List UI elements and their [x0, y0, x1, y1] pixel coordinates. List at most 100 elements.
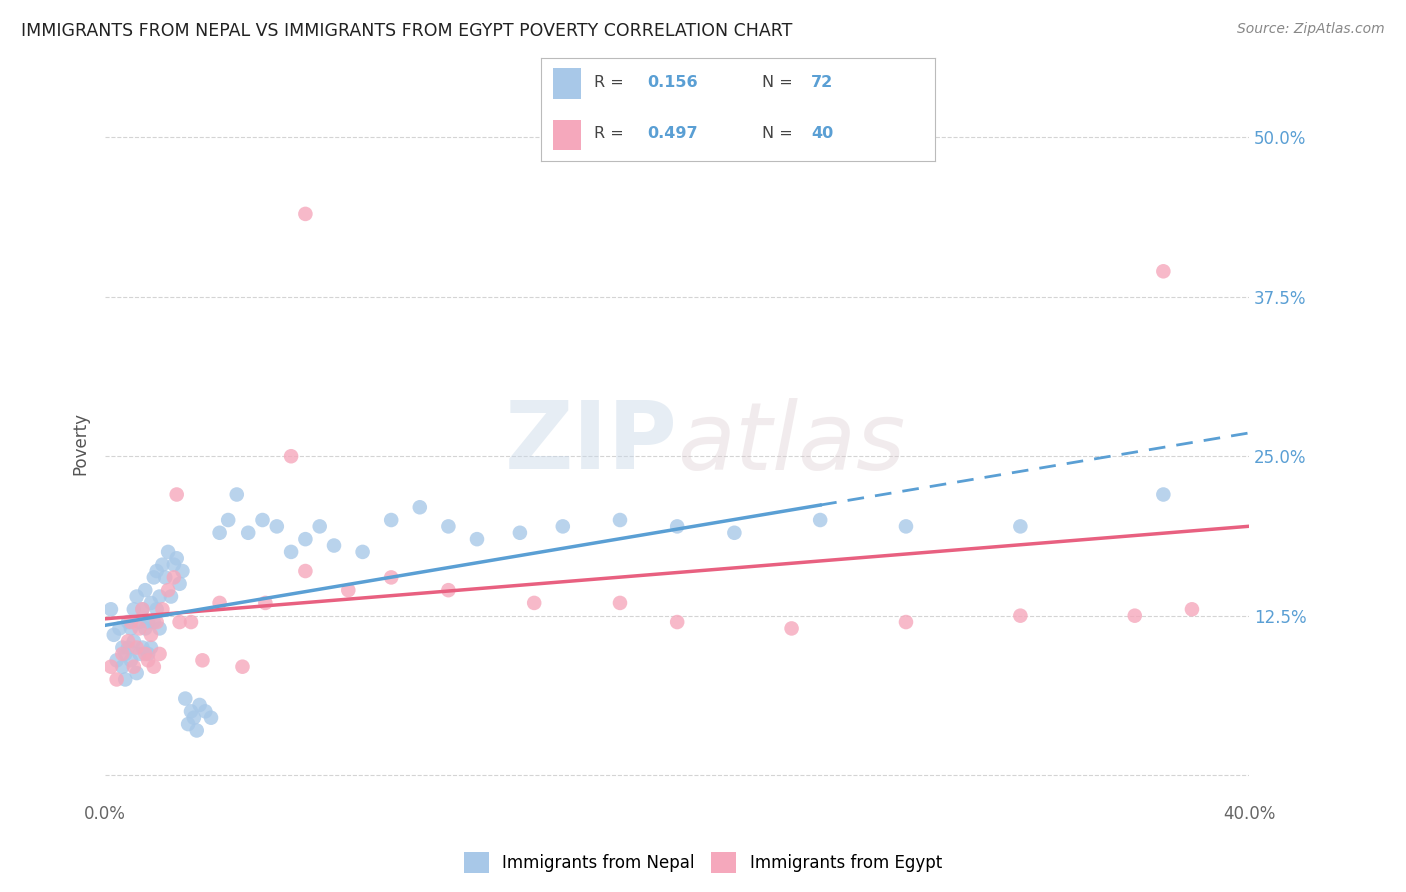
- Point: [238, 525, 260, 540]
- Point: [145, 602, 167, 616]
- Point: [142, 659, 165, 673]
- Point: [125, 640, 148, 655]
- Point: [188, 698, 211, 712]
- Point: [117, 640, 139, 655]
- Point: [191, 653, 214, 667]
- Point: [352, 545, 374, 559]
- Point: [139, 640, 162, 655]
- Point: [120, 653, 142, 667]
- Point: [157, 583, 180, 598]
- Point: [337, 583, 360, 598]
- Point: [666, 519, 689, 533]
- Point: [136, 615, 159, 629]
- Point: [294, 564, 316, 578]
- Text: Source: ZipAtlas.com: Source: ZipAtlas.com: [1237, 22, 1385, 37]
- Point: [166, 551, 188, 566]
- Point: [1010, 519, 1032, 533]
- Point: [1152, 264, 1174, 278]
- Point: [437, 519, 460, 533]
- Text: R =: R =: [595, 75, 630, 90]
- Point: [155, 570, 177, 584]
- Point: [145, 615, 167, 629]
- Point: [142, 615, 165, 629]
- Point: [152, 602, 174, 616]
- Point: [666, 615, 689, 629]
- Point: [254, 596, 277, 610]
- Point: [128, 615, 150, 629]
- Point: [166, 487, 188, 501]
- Point: [609, 513, 631, 527]
- Point: [105, 673, 128, 687]
- Point: [114, 647, 136, 661]
- Bar: [553, 120, 581, 150]
- Point: [125, 666, 148, 681]
- Text: 40: 40: [811, 127, 834, 142]
- Text: atlas: atlas: [678, 398, 905, 489]
- Point: [808, 513, 831, 527]
- Point: [122, 634, 145, 648]
- Point: [148, 647, 170, 661]
- Point: [280, 545, 302, 559]
- Point: [148, 590, 170, 604]
- Point: [551, 519, 574, 533]
- Point: [128, 622, 150, 636]
- Point: [294, 532, 316, 546]
- Point: [200, 711, 222, 725]
- Point: [120, 622, 142, 636]
- Point: [131, 602, 153, 616]
- Point: [136, 653, 159, 667]
- Point: [208, 596, 231, 610]
- Point: [100, 602, 122, 616]
- Point: [120, 615, 142, 629]
- Point: [111, 640, 134, 655]
- Text: 0.497: 0.497: [648, 127, 699, 142]
- Point: [180, 704, 202, 718]
- Point: [294, 207, 316, 221]
- Point: [523, 596, 546, 610]
- Point: [174, 691, 197, 706]
- Point: [111, 647, 134, 661]
- Point: [1181, 602, 1204, 616]
- Text: 72: 72: [811, 75, 834, 90]
- Point: [142, 570, 165, 584]
- Point: [160, 590, 183, 604]
- Point: [128, 647, 150, 661]
- Point: [894, 519, 917, 533]
- Point: [1152, 487, 1174, 501]
- Point: [252, 513, 274, 527]
- Point: [145, 564, 167, 578]
- Point: [266, 519, 288, 533]
- Point: [108, 622, 131, 636]
- Point: [183, 711, 205, 725]
- Point: [609, 596, 631, 610]
- Text: R =: R =: [595, 127, 630, 142]
- Point: [465, 532, 488, 546]
- Point: [157, 545, 180, 559]
- Point: [894, 615, 917, 629]
- Bar: [553, 69, 581, 99]
- Point: [148, 622, 170, 636]
- Point: [780, 622, 803, 636]
- Y-axis label: Poverty: Poverty: [72, 412, 89, 475]
- Point: [122, 602, 145, 616]
- Point: [208, 525, 231, 540]
- Point: [723, 525, 745, 540]
- Point: [136, 647, 159, 661]
- Text: 0.156: 0.156: [648, 75, 699, 90]
- Point: [134, 622, 156, 636]
- Point: [134, 583, 156, 598]
- Point: [217, 513, 239, 527]
- Legend: Immigrants from Nepal, Immigrants from Egypt: Immigrants from Nepal, Immigrants from E…: [457, 846, 949, 880]
- Point: [134, 647, 156, 661]
- Point: [152, 558, 174, 572]
- Point: [186, 723, 208, 738]
- Point: [180, 615, 202, 629]
- Point: [177, 717, 200, 731]
- Point: [225, 487, 247, 501]
- Point: [114, 673, 136, 687]
- Point: [125, 590, 148, 604]
- Point: [117, 615, 139, 629]
- Point: [437, 583, 460, 598]
- Point: [105, 653, 128, 667]
- Point: [117, 634, 139, 648]
